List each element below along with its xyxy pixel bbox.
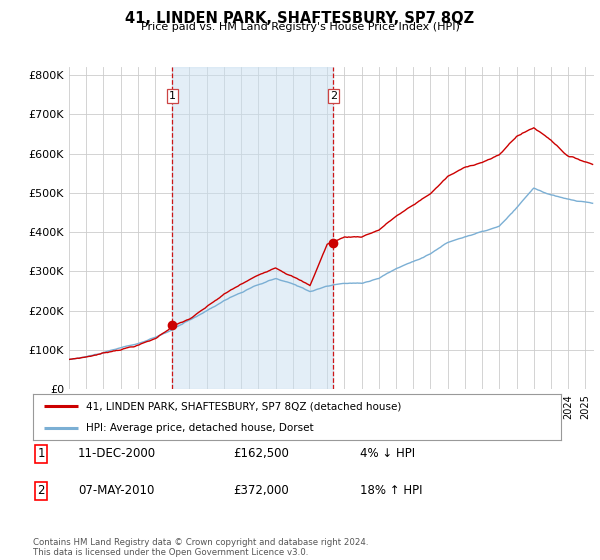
Text: 2: 2 (37, 484, 45, 497)
Text: £372,000: £372,000 (233, 484, 289, 497)
Bar (172, 67, 334, 389)
Text: 2: 2 (330, 91, 337, 101)
Text: Price paid vs. HM Land Registry's House Price Index (HPI): Price paid vs. HM Land Registry's House … (140, 22, 460, 32)
Text: 41, LINDEN PARK, SHAFTESBURY, SP7 8QZ: 41, LINDEN PARK, SHAFTESBURY, SP7 8QZ (125, 11, 475, 26)
Text: 41, LINDEN PARK, SHAFTESBURY, SP7 8QZ (detached house): 41, LINDEN PARK, SHAFTESBURY, SP7 8QZ (d… (86, 401, 401, 411)
Text: Contains HM Land Registry data © Crown copyright and database right 2024.
This d: Contains HM Land Registry data © Crown c… (33, 538, 368, 557)
Text: £162,500: £162,500 (233, 447, 290, 460)
Text: HPI: Average price, detached house, Dorset: HPI: Average price, detached house, Dors… (86, 423, 313, 433)
Text: 4% ↓ HPI: 4% ↓ HPI (361, 447, 415, 460)
Text: 1: 1 (169, 91, 176, 101)
Text: 18% ↑ HPI: 18% ↑ HPI (361, 484, 423, 497)
Text: 07-MAY-2010: 07-MAY-2010 (78, 484, 154, 497)
Text: 1: 1 (37, 447, 45, 460)
Text: 11-DEC-2000: 11-DEC-2000 (78, 447, 156, 460)
